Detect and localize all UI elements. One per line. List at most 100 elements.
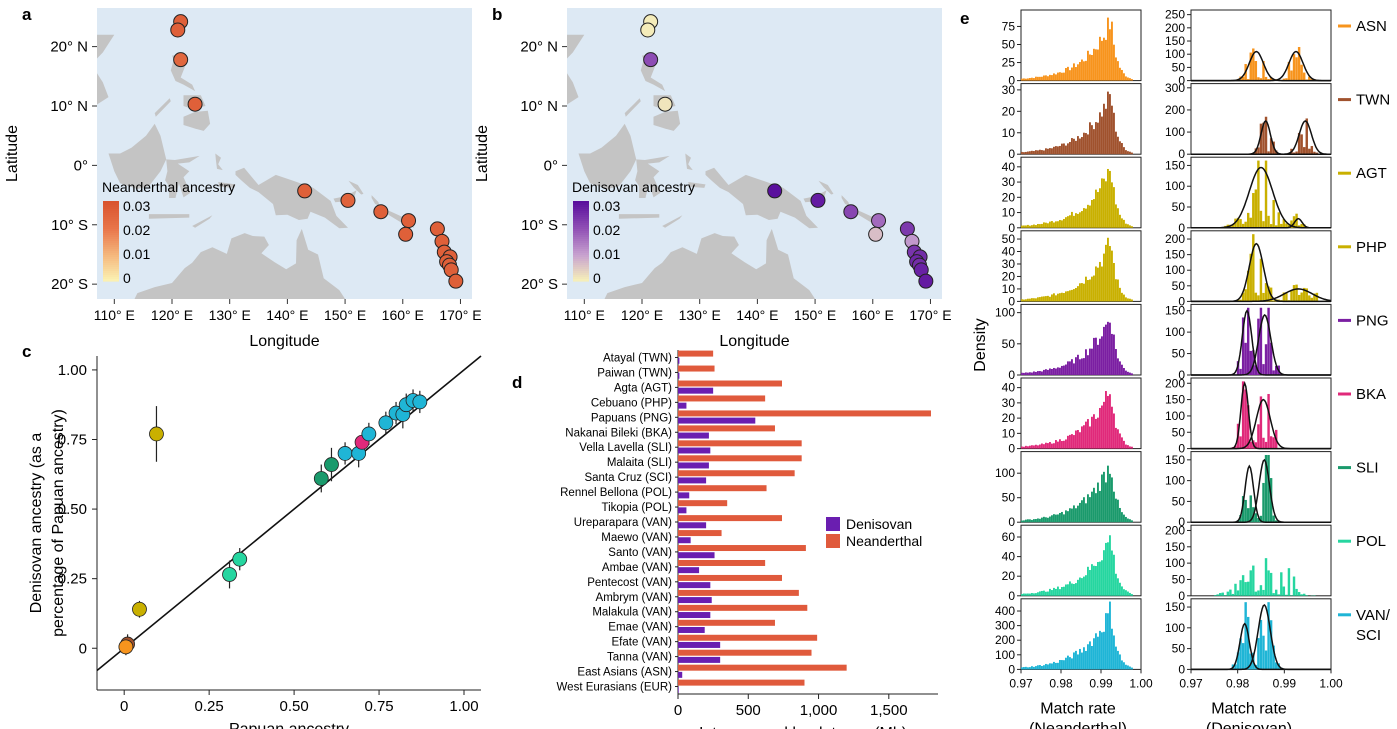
scatter-papuan-vs-denisovan: 0 0 0.25 0.25 0.50 0.50 0.75 0.75 1.00 1.00 Papuan… (28, 355, 482, 729)
histogram-bar (1091, 491, 1093, 523)
histogram-bar (1029, 298, 1031, 302)
histogram-bar (1063, 660, 1065, 670)
category-label: Tikopia (POL) (601, 502, 672, 514)
histogram-bar (1065, 291, 1067, 302)
histogram-bar (1025, 299, 1027, 302)
histogram-bar (1061, 72, 1063, 81)
histogram-bar (1262, 482, 1265, 523)
y-tick-label: 20 (1002, 104, 1016, 118)
histogram-bar (1063, 440, 1065, 449)
legend-gradient-cell (573, 261, 589, 264)
y-tick-label: 100 (1165, 179, 1185, 193)
histogram-bar (1035, 225, 1037, 228)
histogram-bar (1023, 299, 1025, 302)
histogram-bar (1069, 508, 1071, 523)
legend-gradient-cell (573, 259, 589, 262)
histogram-bar (1115, 573, 1117, 596)
y-tick-label: 100 (995, 466, 1015, 480)
histogram-bar (1053, 146, 1055, 155)
lat-tick-label: 20° N (50, 39, 88, 56)
lat-tick-label: 20° S (51, 276, 88, 293)
histogram-bar (1043, 150, 1045, 155)
histogram-bar (1099, 188, 1101, 228)
histogram-bar (1282, 292, 1286, 302)
histogram-bar (1067, 584, 1069, 596)
histogram-bar (1069, 434, 1071, 449)
histogram-bar (1087, 280, 1089, 302)
legend-gradient-cell (103, 271, 119, 274)
histogram-bar (1313, 151, 1316, 155)
histogram-bar (1025, 519, 1027, 523)
gaussian-fit-curve (1191, 120, 1331, 155)
histogram-bar (1073, 505, 1075, 523)
histogram-bar (1071, 434, 1073, 449)
histogram-bar (1047, 591, 1049, 596)
histogram-bar (1259, 258, 1263, 302)
legend-gradient-cell (103, 233, 119, 236)
histogram-bar (1053, 587, 1055, 596)
bar-denisovan (678, 402, 687, 409)
histogram-bar (1049, 516, 1051, 523)
bar-denisovan (678, 582, 711, 589)
histogram-bar (1041, 590, 1043, 596)
histogram-bar (1063, 586, 1065, 596)
histogram-bar (1103, 631, 1105, 670)
histogram-bar (1047, 295, 1049, 302)
bar-neanderthal (678, 440, 802, 447)
histogram-bar (1095, 418, 1097, 449)
histogram-bar (1117, 136, 1119, 155)
histogram-bar (1131, 667, 1133, 670)
y-tick-label: 10 (1002, 426, 1016, 440)
histogram-bar (1257, 147, 1260, 155)
gaussian-fit-curve (1191, 398, 1331, 450)
histogram-bar (1244, 342, 1247, 375)
histogram-bar (1239, 299, 1242, 302)
histogram-bar (1119, 287, 1121, 302)
histogram-bar (1119, 433, 1121, 449)
histogram-bar (1085, 208, 1087, 228)
histogram-bar (1031, 666, 1033, 670)
histogram-bar (1111, 182, 1113, 228)
histogram-bar (1073, 138, 1075, 155)
lat-tick-label: 10° S (521, 217, 558, 234)
histogram-bar (1045, 663, 1047, 670)
legend-gradient-cell (103, 211, 119, 214)
histogram-bar (1264, 441, 1268, 449)
histogram-bar (1254, 189, 1258, 228)
histogram-bar (1035, 76, 1037, 81)
histogram-bar (1269, 572, 1273, 596)
bar-neanderthal (678, 589, 799, 596)
histogram-bar (1021, 667, 1023, 670)
bar-neanderthal (678, 664, 847, 671)
histogram-bar (1119, 141, 1121, 155)
lon-tick-label: 140° E (266, 307, 308, 323)
histogram-bar (1105, 482, 1107, 523)
histogram-bar (1051, 221, 1053, 228)
x-tick-label: 0.50 (279, 698, 308, 715)
histogram-bar (1267, 393, 1270, 449)
histogram-bar (1067, 511, 1069, 523)
histogram-bar (1073, 363, 1075, 375)
histogram-bar (1079, 138, 1081, 155)
data-point (412, 394, 428, 410)
histogram-bar (1023, 667, 1025, 670)
histogram-bar (1247, 270, 1250, 302)
histogram-bar (1081, 578, 1083, 596)
y-tick-label: 150 (1165, 453, 1185, 467)
histogram-bar (1099, 36, 1101, 81)
histogram-bar (1257, 295, 1260, 302)
histogram-bar (1081, 137, 1083, 155)
histogram-bar (1075, 287, 1077, 302)
legend-gradient-cell (573, 201, 589, 204)
histogram-bar (1262, 292, 1265, 302)
category-label: Vella Lavella (SLI) (579, 442, 672, 454)
histogram-bar (1269, 342, 1273, 375)
legend-gradient-cell (103, 243, 119, 246)
histogram-bar (1065, 364, 1067, 375)
histogram-bar (1127, 298, 1129, 302)
histogram-bar (1247, 616, 1250, 670)
y-tick-label: 250 (1165, 8, 1185, 22)
histogram-bar (1025, 372, 1027, 375)
histogram-bar (1123, 514, 1125, 523)
histogram-bar (1247, 508, 1250, 523)
